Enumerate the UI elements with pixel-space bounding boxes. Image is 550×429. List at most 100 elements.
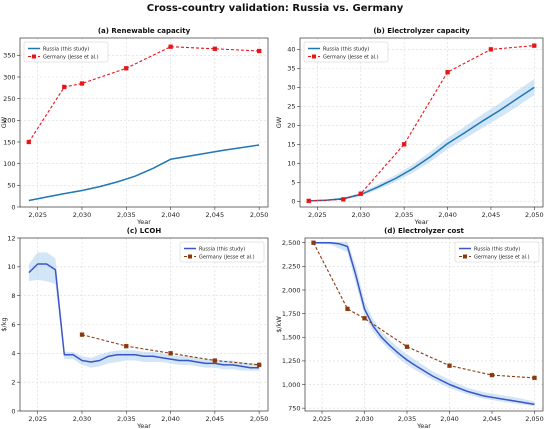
- x-tick-label: 2,045: [482, 211, 501, 219]
- data-point-germany: [124, 343, 129, 349]
- x-axis-label: Year: [416, 422, 431, 429]
- y-tick-label: 30: [287, 84, 295, 92]
- y-tick-label: 200: [3, 117, 15, 125]
- data-point-germany: [168, 44, 173, 49]
- y-tick-label: 1,500: [282, 334, 301, 342]
- data-point-germany: [358, 191, 363, 196]
- x-tick-label: 2,040: [161, 211, 180, 219]
- series-line-russia: [28, 263, 260, 369]
- panel-title: (b) Electrolyzer capacity: [373, 27, 470, 35]
- legend-box: [303, 41, 389, 63]
- y-tick-label: 250: [3, 95, 15, 103]
- axes-frame: [299, 37, 544, 208]
- data-point-germany: [532, 375, 537, 381]
- x-tick-label: 2,030: [355, 415, 374, 423]
- y-tick-label: 0: [291, 198, 295, 206]
- y-tick-label: 2,500: [282, 239, 301, 247]
- axes-frame: [19, 37, 269, 208]
- legend-marker: [312, 54, 316, 59]
- y-tick-label: 1,250: [282, 357, 301, 365]
- data-point-germany: [79, 332, 85, 337]
- data-point-germany: [404, 344, 410, 349]
- y-tick-label: 2,000: [282, 286, 301, 294]
- legend-label: Germany (Jesse et al.): [199, 255, 255, 261]
- uncertainty-band: [28, 252, 260, 371]
- y-tick-label: 8: [11, 292, 15, 300]
- data-point-germany: [212, 358, 218, 363]
- x-tick-label: 2,050: [525, 415, 544, 423]
- data-point-germany: [124, 66, 129, 71]
- y-tick-label: 20: [287, 122, 295, 130]
- data-point-germany: [256, 48, 262, 54]
- x-tick-label: 2,045: [206, 415, 225, 423]
- y-tick-label: 12: [7, 234, 15, 242]
- y-axis-label: $/kW: [275, 316, 283, 333]
- x-tick-label: 2,040: [438, 211, 457, 219]
- legend-marker: [188, 254, 192, 259]
- y-tick-label: 350: [3, 52, 15, 60]
- data-point-germany: [168, 351, 173, 356]
- x-axis-label: Year: [414, 218, 429, 225]
- y-tick-label: 40: [287, 46, 295, 54]
- panel-electrolyzer-cost: (d) Electrolyzer cost 2,025 2,030 2,035 2,04…: [275, 227, 544, 429]
- legend-label: Germany (Jesse et al.): [323, 55, 379, 61]
- data-point-germany: [489, 372, 495, 378]
- data-point-germany: [532, 43, 537, 48]
- legend-box: [179, 241, 265, 263]
- x-tick-label: 2,025: [308, 211, 327, 219]
- y-tick-label: 2,250: [282, 263, 301, 271]
- y-tick-label: 10: [7, 263, 15, 271]
- panel-electrolyzer-capacity: (b) Electrolyzer capacity 2,025 2,030 2,035…: [275, 27, 544, 225]
- x-tick-label: 2,030: [73, 415, 92, 423]
- legend-box: [23, 41, 109, 63]
- data-point-germany: [401, 142, 407, 147]
- uncertainty-band: [313, 241, 535, 407]
- y-tick-label: 300: [3, 73, 15, 81]
- y-tick-label: 0: [11, 203, 15, 211]
- y-tick-label: 35: [287, 65, 295, 73]
- legend-marker: [463, 254, 467, 259]
- legend-label: Russia (this study): [43, 47, 89, 53]
- x-tick-label: 2,050: [250, 211, 269, 219]
- data-point-germany: [306, 198, 311, 204]
- y-tick-label: 2: [11, 378, 15, 386]
- x-tick-label: 2,035: [117, 211, 136, 219]
- y-tick-label: 1,000: [282, 381, 301, 389]
- legend-box: [454, 241, 540, 263]
- legend-label: Russia (this study): [323, 47, 369, 53]
- y-tick-label: 10: [287, 160, 295, 168]
- data-point-germany: [311, 240, 316, 245]
- y-axis-label: $/kg: [0, 317, 8, 331]
- uncertainty-band: [308, 79, 535, 202]
- x-tick-label: 2,035: [398, 415, 417, 423]
- data-point-germany: [447, 363, 452, 368]
- series-line-germany: [308, 45, 535, 202]
- x-tick-label: 2,035: [117, 415, 136, 423]
- x-tick-label: 2,030: [73, 211, 92, 219]
- data-point-germany: [256, 362, 262, 368]
- panel-title: (c) LCOH: [127, 227, 162, 235]
- data-point-germany: [341, 197, 346, 202]
- x-tick-label: 2,050: [250, 415, 269, 423]
- x-axis-label: Year: [136, 218, 151, 225]
- panel-renewable-capacity: (a) Renewable capacity 2,025 2,030 2,035 2,0…: [0, 27, 269, 225]
- x-tick-label: 2,025: [28, 415, 47, 423]
- x-tick-label: 2,040: [440, 415, 459, 423]
- y-tick-label: 6: [11, 321, 15, 329]
- x-tick-label: 2,030: [351, 211, 370, 219]
- y-tick-label: 750: [288, 404, 300, 412]
- legend-marker: [32, 54, 36, 59]
- data-point-germany: [345, 306, 350, 312]
- y-tick-label: 150: [3, 138, 15, 146]
- data-point-germany: [26, 139, 32, 145]
- panel-title: (d) Electrolyzer cost: [384, 227, 464, 235]
- x-tick-label: 2,025: [28, 211, 47, 219]
- x-tick-label: 2,045: [483, 415, 502, 423]
- axes-frame: [19, 237, 269, 412]
- x-tick-label: 2,035: [395, 211, 414, 219]
- data-point-germany: [79, 81, 85, 86]
- y-tick-label: 5: [291, 179, 295, 187]
- axes-frame: [304, 237, 544, 412]
- legend-label: Russia (this study): [474, 247, 520, 253]
